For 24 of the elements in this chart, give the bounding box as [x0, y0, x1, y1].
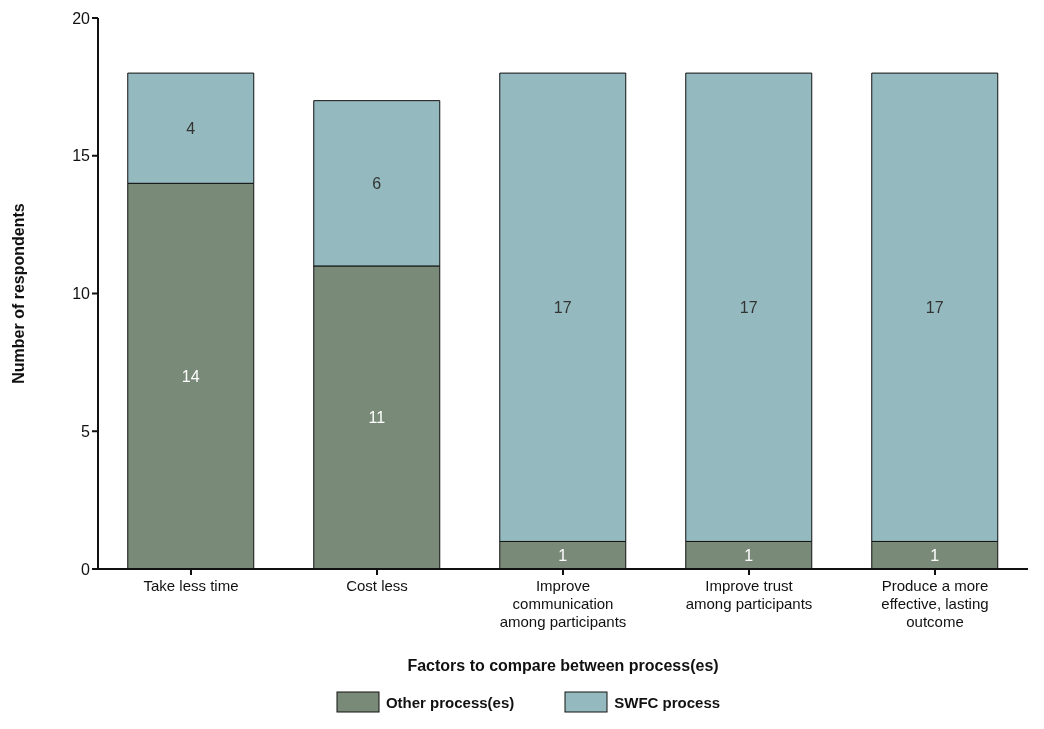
data-label: 14: [181, 367, 200, 385]
data-label: 17: [553, 298, 572, 316]
data-label: 1: [930, 546, 940, 564]
data-label: 4: [186, 119, 196, 137]
data-label: 1: [558, 546, 568, 564]
y-tick-label: 5: [81, 422, 91, 440]
x-tick-label: Produce a more effective, lasting outcome: [881, 577, 989, 630]
data-label: 6: [372, 174, 382, 192]
y-tick-label: 10: [72, 285, 91, 303]
x-tick-label: Improve communication among participants: [499, 577, 627, 630]
x-axis-title: Factors to compare between process(es): [407, 657, 719, 674]
x-tick-label: Take less time: [143, 577, 239, 594]
legend-label: Other process(es): [385, 693, 515, 711]
y-tick-label: 0: [81, 560, 91, 578]
y-tick-label: 15: [72, 147, 91, 165]
data-label: 11: [368, 409, 386, 427]
y-tick-label: 20: [72, 9, 91, 27]
x-tick-label: Cost less: [346, 577, 408, 594]
data-label: 1: [744, 546, 754, 564]
x-tick-label: Improve trust among participants: [685, 577, 813, 612]
y-axis-title: Number of respondents: [9, 203, 27, 384]
legend-label: SWFC process: [614, 693, 721, 711]
data-label: 17: [925, 298, 944, 316]
data-label: 17: [739, 298, 758, 316]
